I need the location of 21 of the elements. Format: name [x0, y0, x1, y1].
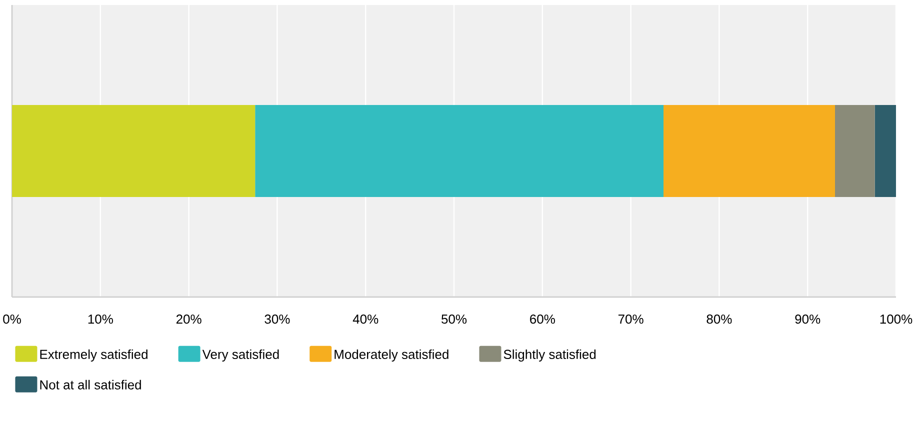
bar: [874, 105, 896, 197]
x-tick-label: 60%: [530, 314, 555, 324]
x-tick-label: 0%: [3, 314, 21, 324]
x-tick-label: 100%: [880, 314, 912, 324]
bar: [12, 105, 256, 197]
legend-label: Moderately satisfied: [334, 349, 448, 362]
x-tick-label: 90%: [795, 314, 820, 324]
x-tick-label: 80%: [706, 314, 732, 324]
legend-label: Slightly satisfied: [504, 349, 596, 362]
x-tick-label: 30%: [264, 314, 290, 324]
bar: [664, 105, 835, 197]
x-tick-label: 50%: [442, 314, 467, 324]
x-tick-label: 70%: [618, 314, 644, 324]
x-tick-label: 40%: [352, 314, 378, 324]
bar: [255, 105, 664, 197]
legend-label: Very satisfied: [202, 349, 279, 362]
x-tick-label: 10%: [88, 314, 113, 324]
legend-label: Not at all satisfied: [40, 380, 141, 390]
x-tick-label: 20%: [176, 314, 202, 324]
bar: [835, 105, 875, 197]
legend-label: Extremely satisfied: [40, 349, 148, 362]
